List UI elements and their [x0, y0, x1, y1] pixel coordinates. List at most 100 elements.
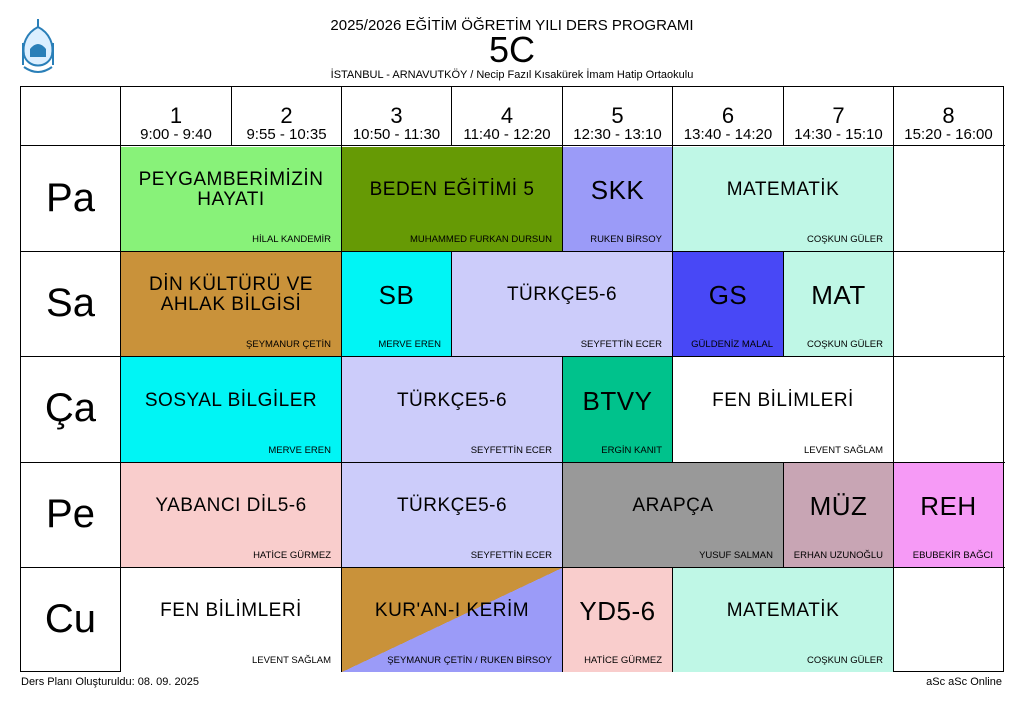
- lesson-teacher: MUHAMMED FURKAN DURSUN: [410, 234, 552, 245]
- lesson-subject: PEYGAMBERİMİZİN HAYATI: [138, 169, 324, 210]
- lesson-teacher: ŞEYMANUR ÇETİN: [246, 339, 331, 350]
- lesson-cell: PEYGAMBERİMİZİN HAYATI HİLAL KANDEMİR: [121, 147, 341, 251]
- period-header-5: 5 12:30 - 13:10: [562, 87, 672, 146]
- lesson-subject: SKK: [590, 175, 645, 205]
- lesson-teacher: COŞKUN GÜLER: [806, 234, 883, 245]
- period-header-3: 3 10:50 - 11:30: [341, 87, 451, 146]
- lesson-teacher: HİLAL KANDEMİR: [252, 234, 331, 245]
- grid-line: [562, 567, 563, 671]
- lesson-subject: SOSYAL BİLGİLER: [144, 389, 318, 411]
- lesson-subject: MATEMATİK: [726, 179, 840, 200]
- period-header-1: 1 9:00 - 9:40: [120, 87, 231, 146]
- lesson-cell: TÜRKÇE5-6 SEYFETTİN ECER: [342, 463, 562, 567]
- grid-line: [21, 145, 1005, 146]
- lesson-cell: BEDEN EĞİTİMİ 5 MUHAMMED FURKAN DURSUN: [342, 147, 562, 251]
- lesson-subject: REH: [920, 491, 977, 521]
- period-time: 13:40 - 14:20: [683, 126, 773, 143]
- lesson-subject: FEN BİLİMLERİ: [160, 600, 302, 621]
- timetable-grid: 1 9:00 - 9:40 2 9:55 - 10:35 3 10:50 - 1…: [20, 86, 1005, 672]
- period-number: 2: [280, 103, 293, 128]
- day-label-pa: Pa: [46, 176, 95, 220]
- grid-line: [120, 87, 121, 671]
- lesson-subject: MATEMATİK: [726, 600, 840, 621]
- lesson-subject: DİN KÜLTÜRÜ VE AHLAK BİLGİSİ: [149, 274, 313, 315]
- period-header-7: 7 14:30 - 15:10: [783, 87, 893, 146]
- page-title: 2025/2026 EĞİTİM ÖĞRETİM YILI DERS PROGR…: [330, 17, 694, 34]
- grid-line: [341, 462, 342, 567]
- lesson-subject: SB: [378, 280, 415, 310]
- day-label-sa: Sa: [46, 281, 95, 325]
- lesson-cell: KUR'AN-I KERİM ŞEYMANUR ÇETİN / RUKEN Bİ…: [342, 568, 562, 672]
- period-time: 10:50 - 11:30: [352, 126, 441, 143]
- period-header-4: 4 11:40 - 12:20: [451, 87, 562, 146]
- school-logo: [22, 19, 54, 73]
- lesson-subject: GS: [708, 280, 748, 310]
- period-time: 15:20 - 16:00: [904, 126, 993, 143]
- lesson-cell: TÜRKÇE5-6 SEYFETTİN ECER: [452, 252, 672, 356]
- lesson-teacher: SEYFETTİN ECER: [470, 445, 552, 456]
- lesson-cell: ARAPÇA YUSUF SALMAN: [563, 463, 783, 567]
- period-time: 12:30 - 13:10: [573, 126, 662, 143]
- lesson-cell: FEN BİLİMLERİ LEVENT SAĞLAM: [673, 357, 893, 462]
- grid-line: [21, 251, 1005, 252]
- lesson-teacher: LEVENT SAĞLAM: [803, 445, 883, 456]
- period-number: 4: [500, 103, 514, 128]
- lesson-subject: TÜRKÇE5-6: [396, 495, 508, 516]
- day-label-pe: Pe: [46, 492, 95, 536]
- grid-line: [562, 462, 563, 567]
- lesson-teacher: MERVE EREN: [378, 339, 441, 350]
- period-header-8: 8 15:20 - 16:00: [893, 87, 1003, 146]
- lesson-cell: MAT COŞKUN GÜLER: [784, 252, 893, 356]
- lesson-teacher: HATİCE GÜRMEZ: [253, 550, 331, 561]
- lesson-subject: KUR'AN-I KERİM: [374, 600, 530, 621]
- period-time: 9:00 - 9:40: [140, 126, 212, 143]
- lesson-subject: YABANCI DİL5-6: [155, 495, 307, 516]
- lesson-teacher: ERGİN KANIT: [601, 445, 662, 456]
- period-time: 14:30 - 15:10: [794, 126, 883, 143]
- grid-line: [893, 462, 894, 567]
- lesson-teacher: HATİCE GÜRMEZ: [584, 655, 662, 666]
- lesson-subject: TÜRKÇE5-6: [396, 389, 508, 411]
- grid-line: [562, 356, 563, 462]
- grid-line: [783, 251, 784, 356]
- lesson-subject: BEDEN EĞİTİMİ 5: [369, 179, 535, 200]
- lesson-teacher: RUKEN BİRSOY: [590, 234, 662, 245]
- lesson-cell: SOSYAL BİLGİLER MERVE EREN: [121, 357, 341, 462]
- lesson-cell: SKK RUKEN BİRSOY: [563, 147, 672, 251]
- lesson-subject: FEN BİLİMLERİ: [712, 389, 854, 411]
- grid-line: [21, 567, 1005, 568]
- lesson-subject: ARAPÇA: [632, 495, 714, 516]
- grid-line: [783, 462, 784, 567]
- grid-line: [893, 567, 894, 671]
- grid-line: [451, 251, 452, 356]
- grid-line: [341, 251, 342, 356]
- period-number: 6: [721, 103, 735, 128]
- period-time: 9:55 - 10:35: [246, 126, 327, 143]
- grid-line: [672, 356, 673, 462]
- grid-line: [562, 146, 563, 251]
- lesson-cell: MATEMATİK COŞKUN GÜLER: [673, 568, 893, 672]
- created-date: Ders Planı Oluşturuldu: 08. 09. 2025: [21, 676, 199, 688]
- lesson-teacher: SEYFETTİN ECER: [470, 550, 552, 561]
- lesson-cell: DİN KÜLTÜRÜ VE AHLAK BİLGİSİ ŞEYMANUR ÇE…: [121, 252, 341, 356]
- lesson-cell: GS GÜLDENİZ MALAL: [673, 252, 783, 356]
- lesson-cell: SB MERVE EREN: [342, 252, 451, 356]
- lesson-subject: MÜZ: [809, 491, 868, 521]
- period-number: 8: [942, 103, 955, 128]
- period-number: 3: [390, 103, 403, 128]
- school-name: İSTANBUL - ARNAVUTKÖY / Necip Fazıl Kısa…: [330, 69, 694, 81]
- lesson-teacher: COŞKUN GÜLER: [806, 339, 883, 350]
- grid-line: [341, 146, 342, 251]
- lesson-cell: REH EBUBEKİR BAĞCI: [894, 463, 1003, 567]
- grid-line: [672, 146, 673, 251]
- period-number: 5: [611, 103, 624, 128]
- lesson-teacher: ERHAN UZUNOĞLU: [793, 550, 883, 561]
- lesson-subject: BTVY: [582, 385, 653, 416]
- lesson-teacher: EBUBEKİR BAĞCI: [912, 550, 993, 561]
- lesson-subject: YD5-6: [579, 596, 656, 626]
- grid-line: [893, 146, 894, 251]
- grid-line: [893, 251, 894, 356]
- lesson-cell: BTVY ERGİN KANIT: [563, 357, 672, 462]
- lesson-subject: MAT: [811, 280, 866, 310]
- lesson-teacher: YUSUF SALMAN: [699, 550, 773, 561]
